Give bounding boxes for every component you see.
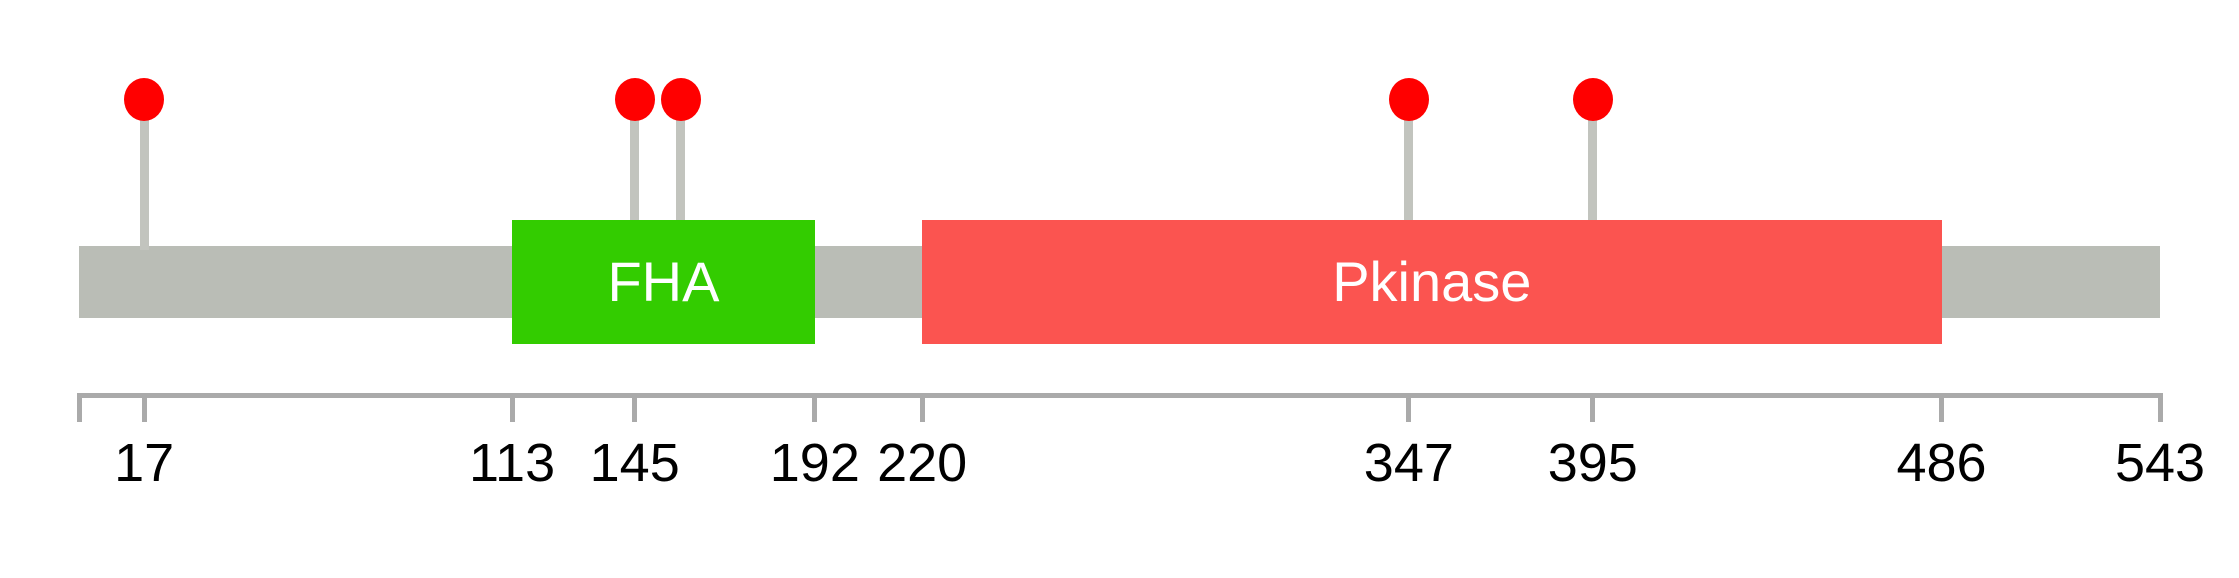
lollipop-head [660, 77, 701, 121]
axis-tick [1590, 393, 1596, 422]
axis-tick-label: 395 [1547, 433, 1638, 493]
axis-tick-label: 17 [114, 433, 175, 493]
lollipop-head [614, 77, 655, 121]
axis-tick [2157, 393, 2163, 422]
axis-line [76, 393, 2163, 398]
axis-tick-label: 192 [769, 433, 860, 493]
axis-tick [76, 393, 82, 422]
domain-label: Pkinase [1332, 250, 1532, 313]
domain-label: FHA [607, 250, 720, 313]
axis-tick-label: 543 [2114, 433, 2206, 493]
lollipop-head [124, 77, 165, 121]
domain-box-pkinase: Pkinase [922, 220, 1942, 344]
lollipop-stick [1404, 99, 1414, 250]
axis-tick [509, 393, 515, 422]
axis-tick [1406, 393, 1412, 422]
axis-tick [919, 393, 925, 422]
lollipop-stick [1588, 99, 1598, 250]
axis-tick [812, 393, 818, 422]
axis-tick-label: 486 [1896, 433, 1987, 493]
axis-tick-label: 145 [589, 433, 680, 493]
lollipop-stick [676, 99, 686, 250]
axis-tick [632, 393, 638, 422]
axis-tick-label: 347 [1363, 433, 1454, 493]
axis-tick-label: 113 [469, 433, 556, 493]
domain-box-fha: FHA [512, 220, 815, 344]
lollipop-stick [139, 99, 149, 250]
lollipop-head [1572, 77, 1613, 121]
axis-tick [1939, 393, 1945, 422]
lollipop-stick [630, 99, 640, 250]
lollipop-head [1388, 77, 1429, 121]
axis-tick [141, 393, 147, 422]
axis-tick-label: 220 [877, 433, 968, 493]
